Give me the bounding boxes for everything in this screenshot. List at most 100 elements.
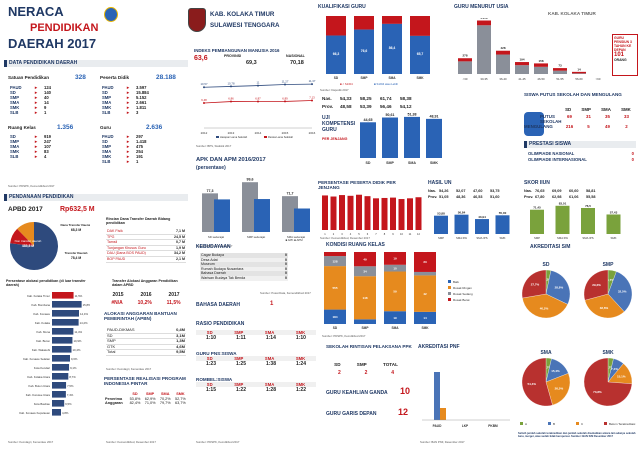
alokasi-value: 4,6M — [176, 343, 185, 349]
list-value: 83 — [44, 149, 49, 154]
tick-label: SMP — [534, 236, 540, 240]
realisasi-value: 62,9% — [144, 396, 156, 401]
tick-label: SMP — [361, 76, 369, 80]
akreditasi-title: AKREDITASI S/M — [530, 244, 571, 250]
pie-title: SMA — [540, 350, 552, 356]
legend-label: Harapan Lama Sekolah — [220, 135, 248, 139]
realisasi-label: Anggaran — [105, 401, 123, 406]
bar-value: 7,4% — [67, 393, 74, 397]
pie-label: 3,3% — [544, 278, 551, 282]
list-value: 107 — [44, 144, 51, 149]
arrow-icon: ► — [126, 100, 131, 105]
tick-label: 11 — [409, 232, 412, 236]
bar-category: Kab. Buton Utara — [29, 384, 51, 388]
legend-swatch — [576, 422, 579, 425]
tick-label: 10 — [400, 232, 403, 236]
list-row: SMK ► 1.811 — [102, 105, 182, 110]
arrow-icon: ► — [34, 139, 39, 144]
list-label: SMP — [102, 144, 112, 149]
data-label: 6,87 — [255, 97, 261, 101]
pd-bar — [322, 195, 328, 230]
persen-bar — [52, 337, 73, 344]
bar-value: 8,7% — [69, 375, 76, 379]
putus-value: 69 — [567, 114, 572, 119]
rasio-value: 1:22 — [295, 387, 306, 393]
arrow-icon: ► — [126, 85, 131, 90]
bahasa-label: BAHASA DAERAH — [196, 302, 240, 308]
tick-label: 2 — [333, 232, 335, 236]
rasio-title: RASIO PENDIDIKAN — [196, 321, 245, 327]
realisasi-value: 82,4% — [129, 401, 141, 406]
realisasi-title: PERSENTASE REALISASI PROGRAM INDONESIA P… — [104, 376, 186, 386]
prestasi-value: 0 — [631, 157, 634, 162]
arrow-icon: ► — [126, 144, 131, 149]
list-label: SMK — [102, 105, 112, 110]
realisasi-value: 63,7% — [175, 401, 186, 406]
pie-label: 27,7% — [531, 283, 540, 287]
persen-bar — [52, 319, 79, 326]
data-label: 34 — [363, 269, 367, 273]
list-value: 1.418 — [136, 139, 147, 144]
source-pnf: Sumber: BAN PNF, Desember 2017 — [420, 440, 465, 444]
bar-value: 15,8% — [83, 303, 90, 307]
pie-label: Dana Transfer Daerah — [60, 223, 90, 227]
ukg-prov-value: 48,58 — [340, 104, 352, 109]
data-label: 77,3 — [207, 189, 214, 193]
data-label: 428 — [500, 46, 505, 50]
bar-value: 14,2% — [80, 321, 88, 325]
pd-chart: 1 2 3 4 5 6 7 8 9 10 11 12 — [322, 194, 422, 236]
rincian-row: DAU (Dana BOS PAUD) 34,2 M — [106, 251, 186, 257]
ukg-title: UJI KOMPETENSI GURU — [322, 115, 356, 133]
tick-label: 3 — [341, 232, 343, 236]
list-row: SMA ► 107 — [10, 144, 90, 149]
kondisi-segment — [324, 266, 346, 310]
pie-label: Transfer Daerah — [65, 251, 88, 255]
rasio-header: SD SMP SMA SMK — [196, 330, 316, 335]
pie-label: 7,4% — [611, 367, 618, 371]
list-row: SLB ► 1 — [102, 159, 182, 164]
usia-bar-non — [515, 65, 529, 74]
ukg-nas-value: 61,74 — [380, 96, 392, 101]
rintisan-col: SD — [334, 362, 341, 367]
usia-bar-non — [496, 54, 510, 74]
satuan-total: 328 — [75, 74, 86, 81]
score-prov-value: 51,05 — [439, 195, 449, 199]
realisasi-table: SD SMP SMA SMK Penerima 53,8% 62,9% 70,2% 52,7% A… — [104, 392, 188, 406]
arrow-icon: ► — [126, 110, 131, 115]
pie-slice — [521, 269, 547, 299]
arrow-icon: ► — [126, 154, 131, 159]
bar-value: 9,6% — [71, 357, 78, 361]
tick-label: PAUD — [433, 424, 442, 428]
prestasi-label: OLIMPIADE NASIONAL — [528, 151, 575, 156]
ukg-prov-value: 53,39 — [360, 104, 372, 109]
data-label: 128 — [332, 259, 337, 263]
pie-label: Non transfer daerah — [15, 239, 42, 243]
arrow-icon: ► — [126, 134, 131, 139]
tick-label: 2013 — [228, 131, 235, 135]
kebudayaan-table: Cagar Budaya 0 Desa Adat 0 Museum 0 Rumah Buda… — [200, 253, 288, 281]
data-label: 53,88 — [437, 211, 445, 215]
list-row: SLB ► 1 — [10, 110, 90, 115]
realisasi-value: 70,2% — [159, 396, 171, 401]
list-value: 14 — [44, 100, 49, 105]
legend-label: ■ < S1/D4 — [340, 82, 353, 86]
pd-bar — [398, 199, 405, 230]
rasio-col: SMK — [295, 382, 306, 387]
kebudayaan-value: 0 — [285, 257, 287, 262]
tick-label: SMK — [610, 236, 616, 240]
bar-category: Kota Baubau — [34, 402, 51, 406]
usia-bar-non — [572, 73, 586, 74]
bar-value: 10,9% — [73, 339, 81, 343]
rasio-value: 1:10 — [295, 335, 306, 341]
score-nas-value: 53,75 — [490, 189, 500, 193]
data-label: 19 — [393, 316, 397, 320]
rasio-col: SD — [206, 356, 213, 361]
usia-bar-pns — [572, 71, 586, 74]
score-prov-value: 61,06 — [569, 195, 579, 199]
header: NERACA PENDIDIKAN DAERAH 2017 — [0, 0, 180, 56]
rasio-grid: SD SMP SMA SMK 1:10 1:11 1:14 1:10 GURU PNS:SISW… — [196, 330, 316, 393]
kualifikasi-bar-low — [326, 16, 346, 36]
un-prov-row: Prov. 51,05 48,36 46,53 51,60 — [428, 195, 504, 199]
tick-label: SMA IPS — [476, 236, 487, 240]
tick-label: SMA — [391, 326, 399, 330]
